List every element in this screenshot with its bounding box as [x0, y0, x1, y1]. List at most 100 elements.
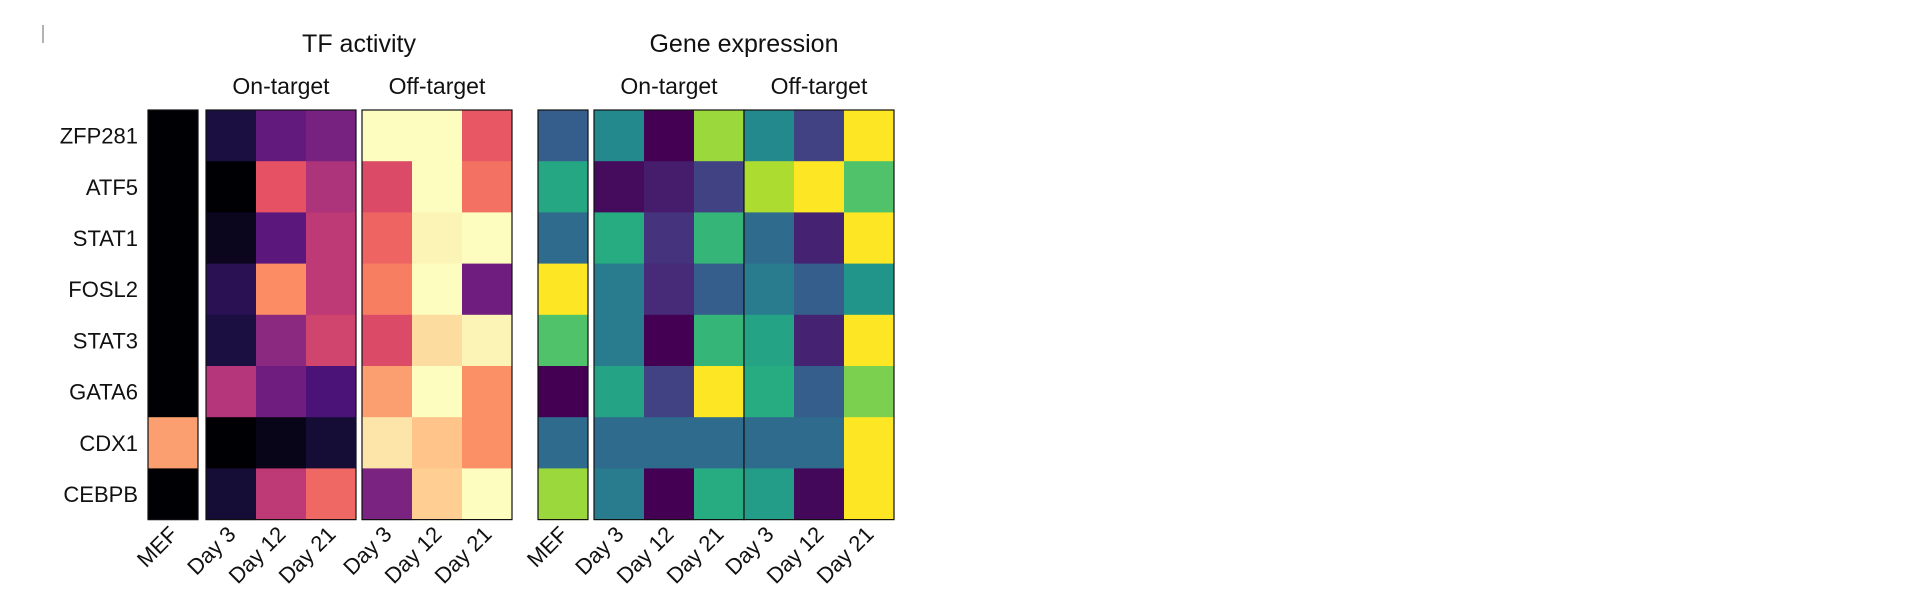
heatmap-cell: [362, 366, 413, 418]
heatmap-cell: [206, 366, 257, 418]
heatmap-cell: [206, 417, 257, 469]
heatmap-cell: [844, 110, 895, 162]
heatmap-cell: [844, 263, 895, 316]
heatmap-cell: [644, 263, 695, 316]
heatmap-cell: [644, 366, 695, 418]
heatmap-cell: [844, 468, 895, 521]
heatmap-cell: [148, 468, 199, 521]
heatmap-cell: [306, 366, 357, 418]
heatmap-cell: [462, 468, 513, 521]
heatmap-cell: [362, 314, 413, 367]
heatmap-cell: [306, 161, 357, 213]
heatmap-cell: [306, 110, 357, 162]
heatmap-cell: [538, 110, 589, 162]
row-label-gata6: GATA6: [69, 380, 138, 405]
heatmap-cell: [256, 468, 307, 521]
row-label-zfp281: ZFP281: [60, 124, 138, 149]
column-label-day-21: Day 21: [274, 521, 341, 588]
heatmap-cell: [538, 212, 589, 265]
heatmap-cell: [594, 212, 645, 265]
heatmap-cell: [462, 110, 513, 162]
heatmap-cell: [362, 212, 413, 265]
heatmap-cell: [306, 212, 357, 265]
heatmap-cell: [148, 366, 199, 418]
heatmap-cell: [362, 110, 413, 162]
heatmap-cell: [594, 314, 645, 367]
row-label-stat3: STAT3: [73, 328, 138, 353]
column-label-day-21: Day 21: [430, 521, 497, 588]
heatmap-cell: [744, 468, 795, 521]
heatmap-cell: [306, 263, 357, 316]
heatmap-cell: [794, 161, 845, 213]
heatmap-cell: [594, 417, 645, 469]
heatmap-cell: [362, 263, 413, 316]
heatmap-cell: [694, 468, 745, 521]
heatmap-cell: [644, 161, 695, 213]
group-border: [147, 109, 199, 521]
heatmap-cell: [362, 468, 413, 521]
group-label-off-target: Off-target: [389, 73, 486, 99]
heatmap-cell: [794, 212, 845, 265]
heatmap-cell: [462, 366, 513, 418]
row-label-cebpb: CEBPB: [63, 482, 138, 507]
row-label-atf5: ATF5: [86, 175, 138, 200]
panel-title-tf-activity: TF activity: [302, 30, 416, 58]
heatmap-cell: [412, 161, 463, 213]
heatmap-cell: [744, 263, 795, 316]
heatmap-cell: [844, 314, 895, 367]
heatmap-cell: [206, 314, 257, 367]
heatmap-cell: [744, 161, 795, 213]
heatmap-cell: [306, 417, 357, 469]
panel-title-gene-expression: Gene expression: [649, 30, 838, 58]
heatmap-cell: [744, 417, 795, 469]
heatmap-cell: [462, 314, 513, 367]
heatmap-cell: [644, 417, 695, 469]
heatmap-cell: [148, 161, 199, 213]
heatmap-cell: [538, 417, 589, 469]
heatmap-cell: [462, 212, 513, 265]
heatmap-cell: [362, 417, 413, 469]
heatmap-cell: [744, 366, 795, 418]
heatmap-cell: [594, 263, 645, 316]
heatmap-cell: [594, 110, 645, 162]
heatmap-cell: [844, 417, 895, 469]
heatmap-cell: [412, 212, 463, 265]
heatmap-cell: [148, 314, 199, 367]
column-label-mef: MEF: [132, 521, 183, 572]
group-border: [537, 109, 589, 521]
heatmap-cell: [362, 161, 413, 213]
heatmap-cell: [256, 417, 307, 469]
group-label-off-target: Off-target: [771, 73, 868, 99]
heatmap-cell: [694, 314, 745, 367]
heatmap-cell: [594, 161, 645, 213]
heatmap-cell: [694, 366, 745, 418]
heatmap-cell: [594, 468, 645, 521]
heatmap-cell: [412, 110, 463, 162]
heatmap-cell: [412, 417, 463, 469]
heatmap-cell: [538, 263, 589, 316]
group-border: [743, 109, 895, 521]
heatmap-cell: [538, 366, 589, 418]
heatmap-cell: [644, 314, 695, 367]
heatmap-cell: [206, 212, 257, 265]
heatmap-cell: [306, 314, 357, 367]
heatmap-cell: [256, 212, 307, 265]
heatmap-cell: [694, 110, 745, 162]
heatmap-cell: [794, 366, 845, 418]
heatmap-cell: [256, 110, 307, 162]
group-label-on-target: On-target: [620, 73, 718, 99]
heatmap-cell: [644, 212, 695, 265]
row-label-cdx1: CDX1: [79, 431, 138, 456]
heatmap-cell: [744, 110, 795, 162]
heatmap-cell: [694, 417, 745, 469]
heatmap-cell: [844, 366, 895, 418]
heatmap-cell: [694, 161, 745, 213]
heatmap-cell: [694, 212, 745, 265]
heatmap-cell: [412, 366, 463, 418]
heatmap-cell: [538, 314, 589, 367]
heatmap-cell: [844, 161, 895, 213]
heatmap-cell: [148, 263, 199, 316]
group-label-on-target: On-target: [232, 73, 330, 99]
heatmap-cell: [206, 263, 257, 316]
heatmap-cell: [794, 417, 845, 469]
